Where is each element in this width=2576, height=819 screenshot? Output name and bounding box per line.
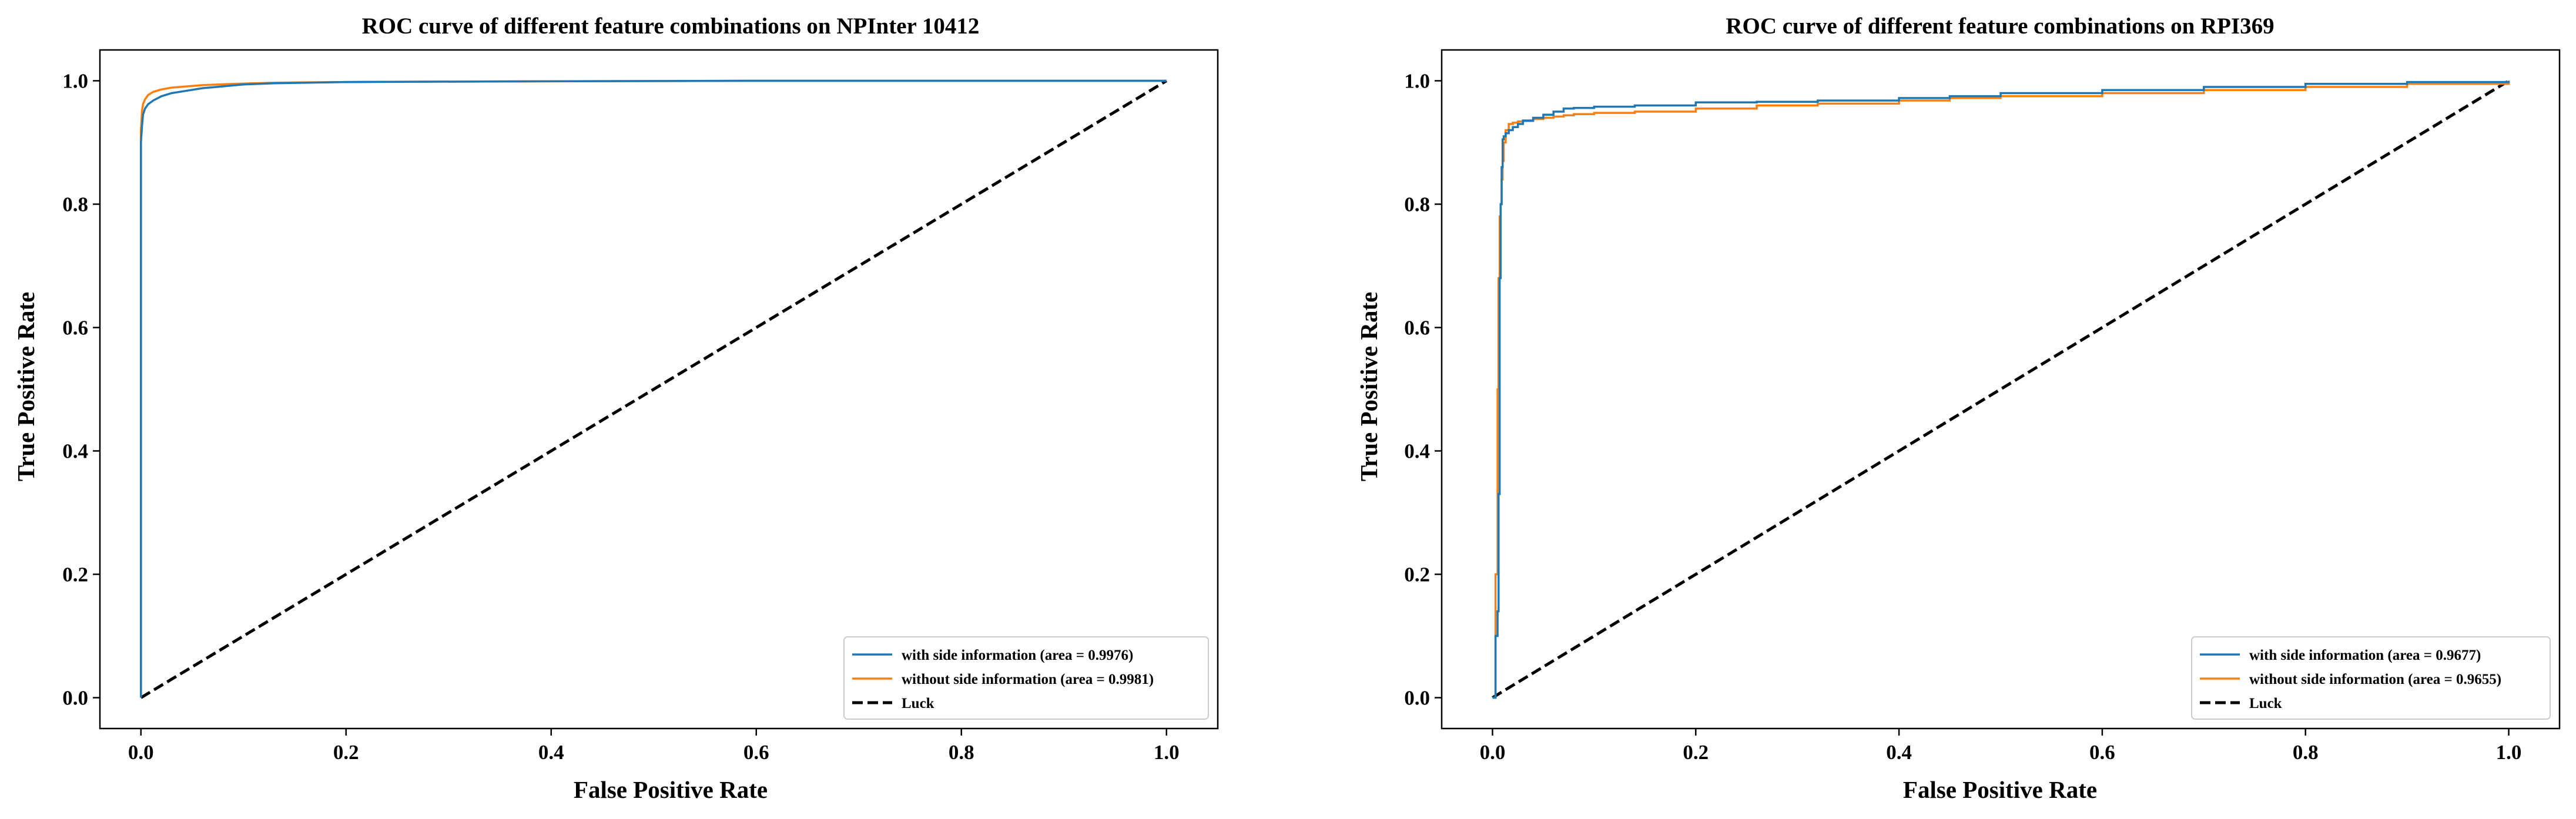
x-tick-label: 0.4	[538, 741, 564, 764]
series-line-with-side-information	[1492, 80, 2510, 699]
chart-title: ROC curve of different feature combinati…	[1726, 14, 2274, 39]
series-line-luck	[1492, 79, 2510, 699]
legend-entry: with side information (area = 0.9976)	[902, 647, 1133, 663]
y-tick-label: 0.6	[62, 317, 88, 340]
legend-entry: without side information (area = 0.9981)	[902, 672, 1154, 687]
y-tick-label: 0.8	[1404, 193, 1430, 216]
legend-entry: with side information (area = 0.9677)	[2249, 647, 2481, 663]
y-tick-label: 1.0	[62, 70, 88, 93]
chart-title: ROC curve of different feature combinati…	[362, 14, 980, 39]
x-tick-label: 1.0	[1154, 741, 1180, 764]
plot-frame	[1441, 49, 2561, 730]
series-line-luck	[140, 79, 1168, 699]
chart-rpi369: ROC curve of different feature combinati…	[1355, 14, 2561, 803]
y-tick-label: 1.0	[1404, 70, 1430, 93]
y-axis-label: True Positive Rate	[12, 292, 39, 482]
legend: with side information (area = 0.9976) wit…	[843, 636, 1209, 720]
y-tick-label: 0.6	[1404, 317, 1430, 340]
x-tick-label: 0.0	[128, 741, 154, 764]
y-tick-label: 0.8	[62, 193, 88, 216]
y-tick-label: 0.4	[1404, 440, 1430, 463]
x-tick-label: 0.0	[1480, 741, 1506, 764]
legend-entry: Luck	[902, 696, 934, 711]
y-tick-label: 0.2	[1404, 563, 1430, 586]
legend-box	[843, 636, 1209, 720]
x-tick-label: 0.8	[2293, 741, 2319, 764]
legend: with side information (area = 0.9677) wit…	[2191, 636, 2551, 720]
x-tick-label: 0.6	[743, 741, 769, 764]
x-tick-label: 1.0	[2496, 741, 2522, 764]
x-tick-label: 0.6	[2089, 741, 2115, 764]
x-tick-label: 0.2	[1683, 741, 1709, 764]
plot-frame	[99, 49, 1219, 730]
legend-entry: without side information (area = 0.9655)	[2249, 672, 2501, 687]
legend-entry: Luck	[2249, 696, 2282, 711]
x-tick-label: 0.4	[1886, 741, 1912, 764]
plot-area: 0.0 0.2 0.4 0.6 0.8 1.0 0.0 0.2 0.4 0.6 0.8 1.0	[1404, 49, 2561, 764]
y-tick-label: 0.0	[1404, 687, 1430, 710]
plot-area: 0.0 0.2 0.4 0.6 0.8 1.0 0.0 0.2 0.4 0.6 0.8 1.0	[62, 49, 1219, 764]
x-tick-label: 0.8	[949, 741, 974, 764]
y-tick-label: 0.2	[62, 563, 88, 586]
x-axis-label: False Positive Rate	[574, 776, 768, 803]
x-axis-label: False Positive Rate	[1903, 776, 2097, 803]
legend-box	[2191, 636, 2551, 720]
y-tick-label: 0.0	[62, 687, 88, 710]
x-tick-label: 0.2	[333, 741, 359, 764]
chart-npinter-10412: ROC curve of different feature combinati…	[12, 14, 1219, 803]
y-tick-label: 0.4	[62, 440, 88, 463]
y-axis-label: True Positive Rate	[1355, 292, 1382, 482]
series-line-with-side-information	[140, 79, 1167, 698]
